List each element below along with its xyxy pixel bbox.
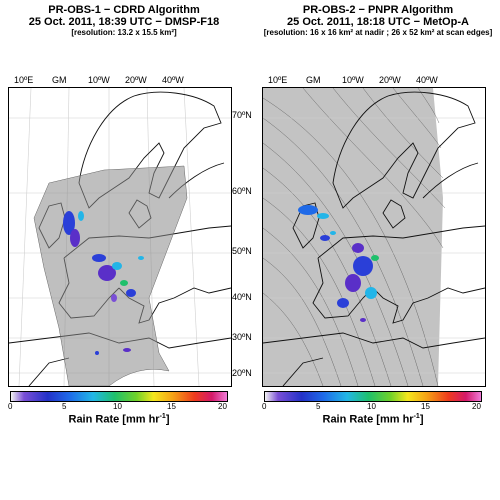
right-lon-label-10e: 10ºE [268, 75, 288, 85]
right-colorbar-label-end: ] [419, 413, 424, 426]
left-colorbar [10, 391, 228, 402]
left-lon-label-10e: 10ºE [14, 75, 34, 85]
left-colorbar-tick-15: 15 [167, 402, 176, 411]
right-title-line2: 25 Oct. 2011, 18:18 UTC − MetOp-A [287, 16, 469, 28]
left-colorbar-tick-5: 5 [62, 402, 67, 411]
left-lon-label-20w: 20ºW [125, 75, 147, 85]
lat-label-40n: 40ºN [232, 292, 252, 302]
left-title-line2: 25 Oct. 2011, 18:39 UTC − DMSP-F18 [28, 16, 220, 28]
right-colorbar-tick-15: 15 [421, 402, 430, 411]
lat-label-70n: 70ºN [232, 110, 252, 120]
right-colorbar-tick-10: 10 [367, 402, 376, 411]
left-lon-label-10w: 10ºW [88, 75, 110, 85]
right-colorbar-tick-20: 20 [472, 402, 481, 411]
right-panel-title: PR-OBS-2 − PNPR Algorithm 25 Oct. 2011, … [258, 4, 498, 38]
left-colorbar-label: Rain Rate [mm hr-1] [8, 413, 230, 426]
left-colorbar-label-end: ] [165, 413, 170, 426]
right-colorbar [264, 391, 482, 402]
right-colorbar-label-text: Rain Rate [mm hr [322, 413, 414, 426]
right-colorbar-label: Rain Rate [mm hr-1] [262, 413, 484, 426]
right-lon-label-10w: 10ºW [342, 75, 364, 85]
right-colorbar-tick-0: 0 [262, 402, 267, 411]
lat-label-30n: 30ºN [232, 332, 252, 342]
right-precipitation-map [262, 87, 486, 387]
right-lon-label-40w: 40ºW [416, 75, 438, 85]
lat-label-60n: 60ºN [232, 186, 252, 196]
left-colorbar-tick-10: 10 [113, 402, 122, 411]
left-colorbar-label-text: Rain Rate [mm hr [68, 413, 160, 426]
right-colorbar-tick-5: 5 [316, 402, 321, 411]
left-panel-title: PR-OBS-1 − CDRD Algorithm 25 Oct. 2011, … [4, 4, 244, 38]
right-colorbar-label-exp: -1 [413, 413, 420, 420]
left-colorbar-tick-20: 20 [218, 402, 227, 411]
left-precipitation-map [8, 87, 232, 387]
right-lon-label-20w: 20ºW [379, 75, 401, 85]
left-colorbar-label-exp: -1 [159, 413, 166, 420]
right-resolution: [resolution: 16 x 16 km² at nadir ; 26 x… [263, 28, 493, 37]
left-lon-label-gm: GM [52, 75, 67, 85]
right-lon-label-gm: GM [306, 75, 321, 85]
right-title-line1: PR-OBS-2 − PNPR Algorithm [302, 4, 454, 16]
lat-label-50n: 50ºN [232, 246, 252, 256]
left-colorbar-tick-0: 0 [8, 402, 13, 411]
lat-label-20n: 20ºN [232, 368, 252, 378]
left-resolution: [resolution: 13.2 x 15.5 km²] [71, 28, 177, 37]
left-lon-label-40w: 40ºW [162, 75, 184, 85]
left-title-line1: PR-OBS-1 − CDRD Algorithm [48, 4, 200, 16]
